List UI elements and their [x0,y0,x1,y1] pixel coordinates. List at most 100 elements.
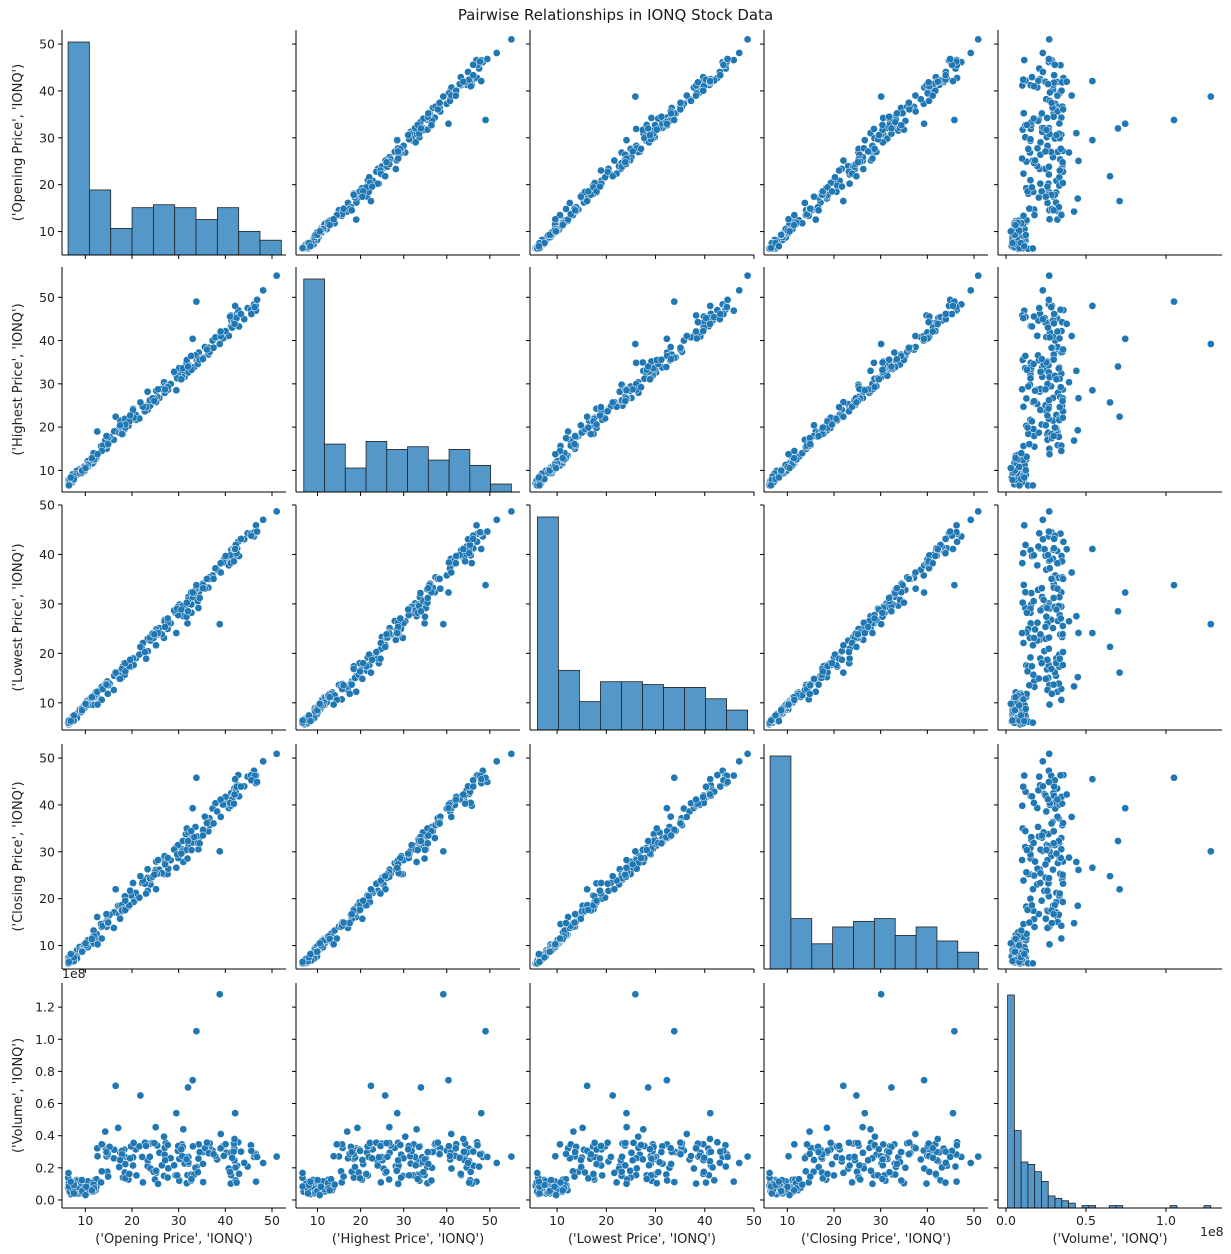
scatter-point [1027,177,1034,184]
scatter-point [714,1139,721,1146]
scatter-point [1207,848,1214,855]
scatter-point [1026,682,1033,689]
scatter-point [1020,783,1027,790]
scatter-point [299,717,306,724]
scatter-point [413,858,420,865]
scatter-point [668,832,675,839]
scatter-point [778,707,785,714]
hist-bar [217,208,238,255]
subplot-r2-c4 [994,505,1222,734]
scatter-point [440,93,447,100]
scatter-point [143,1142,150,1149]
scatter-point [203,575,210,582]
scatter-point [1045,405,1052,412]
scatter-point [317,1183,324,1190]
scatter-point [395,1157,402,1164]
scatter-point [683,92,690,99]
scatter-point [801,199,808,206]
subplot-r3-c4 [994,744,1222,973]
scatter-point [637,854,644,861]
scatter-point [1070,683,1077,690]
scatter-point [232,302,239,309]
scatter-point [377,890,384,897]
scatter-point [1046,216,1053,223]
scatter-point [1046,508,1053,515]
scatter-point [152,642,159,649]
scatter-point [1054,328,1061,335]
scatter-point [493,758,500,765]
scatter-point [867,1126,874,1133]
scatter-point [1054,92,1061,99]
scatter-point [402,1133,409,1140]
scatter-point [112,669,119,676]
scatter-point [216,340,223,347]
scatter-point [633,125,640,132]
scatter-point [535,474,542,481]
scatter-point [222,552,229,559]
scatter-point [195,604,202,611]
scatter-point [867,367,874,374]
scatter-point [604,1139,611,1146]
subplot-r2-c3 [760,505,988,734]
scatter-point [677,1139,684,1146]
hist-bar [664,687,685,730]
scatter-point [584,413,591,420]
scatter-point [1089,545,1096,552]
x-tick-label: 50 [482,1213,498,1228]
hist-bar [175,208,196,255]
scatter-point [1011,948,1018,955]
scatter-point [508,508,515,515]
x-tick-label: 10 [310,1213,326,1228]
scatter-point [912,585,919,592]
scatter-point [366,1139,373,1146]
scatter-point [183,599,190,606]
scatter-point [173,864,180,871]
scatter-point [420,1169,427,1176]
scatter-point [1050,828,1057,835]
scatter-point [476,58,483,65]
scatter-point [694,79,701,86]
scatter-point [340,919,347,926]
scatter-point [127,656,134,663]
scatter-point [393,1167,400,1174]
scatter-point [189,1143,196,1150]
scatter-point [1042,861,1049,868]
scatter-point [1023,121,1030,128]
scatter-point [1042,675,1049,682]
scatter-point [1044,656,1051,663]
x-tick-label: 50 [746,1213,762,1228]
scatter-point [67,474,74,481]
scatter-point [1020,110,1027,117]
scatter-point [452,92,459,99]
scatter-point [1068,332,1075,339]
hist-bar [621,682,642,730]
x-tick-label: 30 [396,1213,412,1228]
scatter-point [677,99,684,106]
hist-bar [89,190,110,255]
scatter-point [216,848,223,855]
scatter-point [1045,528,1052,535]
scatter-point [823,1124,830,1131]
scatter-point [645,125,652,132]
scatter-point [188,827,195,834]
scatter-point [405,1146,412,1153]
scatter-point [1009,240,1016,247]
scatter-point [888,363,895,370]
scatter-point [1048,344,1055,351]
scatter-point [193,774,200,781]
subplot-r1-c2 [526,267,754,496]
scatter-point [143,655,150,662]
scatter-point [613,1179,620,1186]
scatter-point [316,700,323,707]
scatter-point [340,682,347,689]
scatter-point [94,941,101,948]
scatter-point [584,1082,591,1089]
scatter-point [413,1126,420,1133]
scatter-point [445,805,452,812]
scatter-point [1122,120,1129,127]
hist-bar [833,927,854,969]
scatter-point [151,631,158,638]
scatter-point [677,820,684,827]
